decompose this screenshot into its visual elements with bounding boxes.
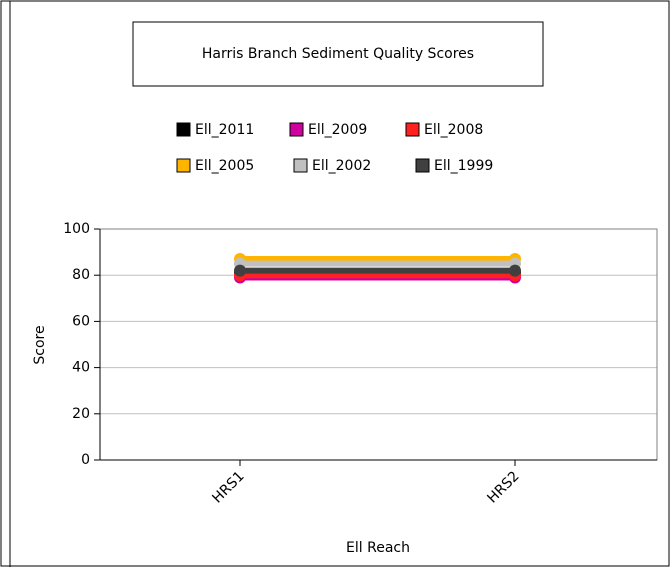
y-tick-label: 100: [63, 221, 90, 237]
title-box: [132, 21, 544, 87]
y-tick-label: 80: [72, 267, 90, 283]
chart-title: Harris Branch Sediment Quality Scores: [202, 46, 474, 62]
data-point: [234, 264, 246, 277]
legend-swatch: [289, 122, 304, 137]
y-tick-label: 60: [72, 313, 90, 329]
legend-label: Ell_2008: [424, 122, 483, 138]
y-tick-label: 20: [72, 406, 90, 422]
data-point: [509, 264, 521, 277]
x-axis-title: Ell Reach: [346, 540, 410, 556]
legend-label: Ell_1999: [434, 158, 493, 174]
legend-swatch: [405, 122, 420, 137]
legend-swatch: [293, 158, 308, 173]
legend-swatch: [176, 158, 191, 173]
legend-label: Ell_2009: [308, 122, 367, 138]
legend-label: Ell_2002: [312, 158, 371, 174]
legend-swatch: [176, 122, 191, 137]
legend-swatch: [415, 158, 430, 173]
legend-label: Ell_2011: [195, 122, 254, 138]
y-axis-title: Score: [32, 325, 48, 364]
y-tick-label: 0: [81, 452, 90, 468]
y-tick-label: 40: [72, 360, 90, 376]
legend-label: Ell_2005: [195, 158, 254, 174]
